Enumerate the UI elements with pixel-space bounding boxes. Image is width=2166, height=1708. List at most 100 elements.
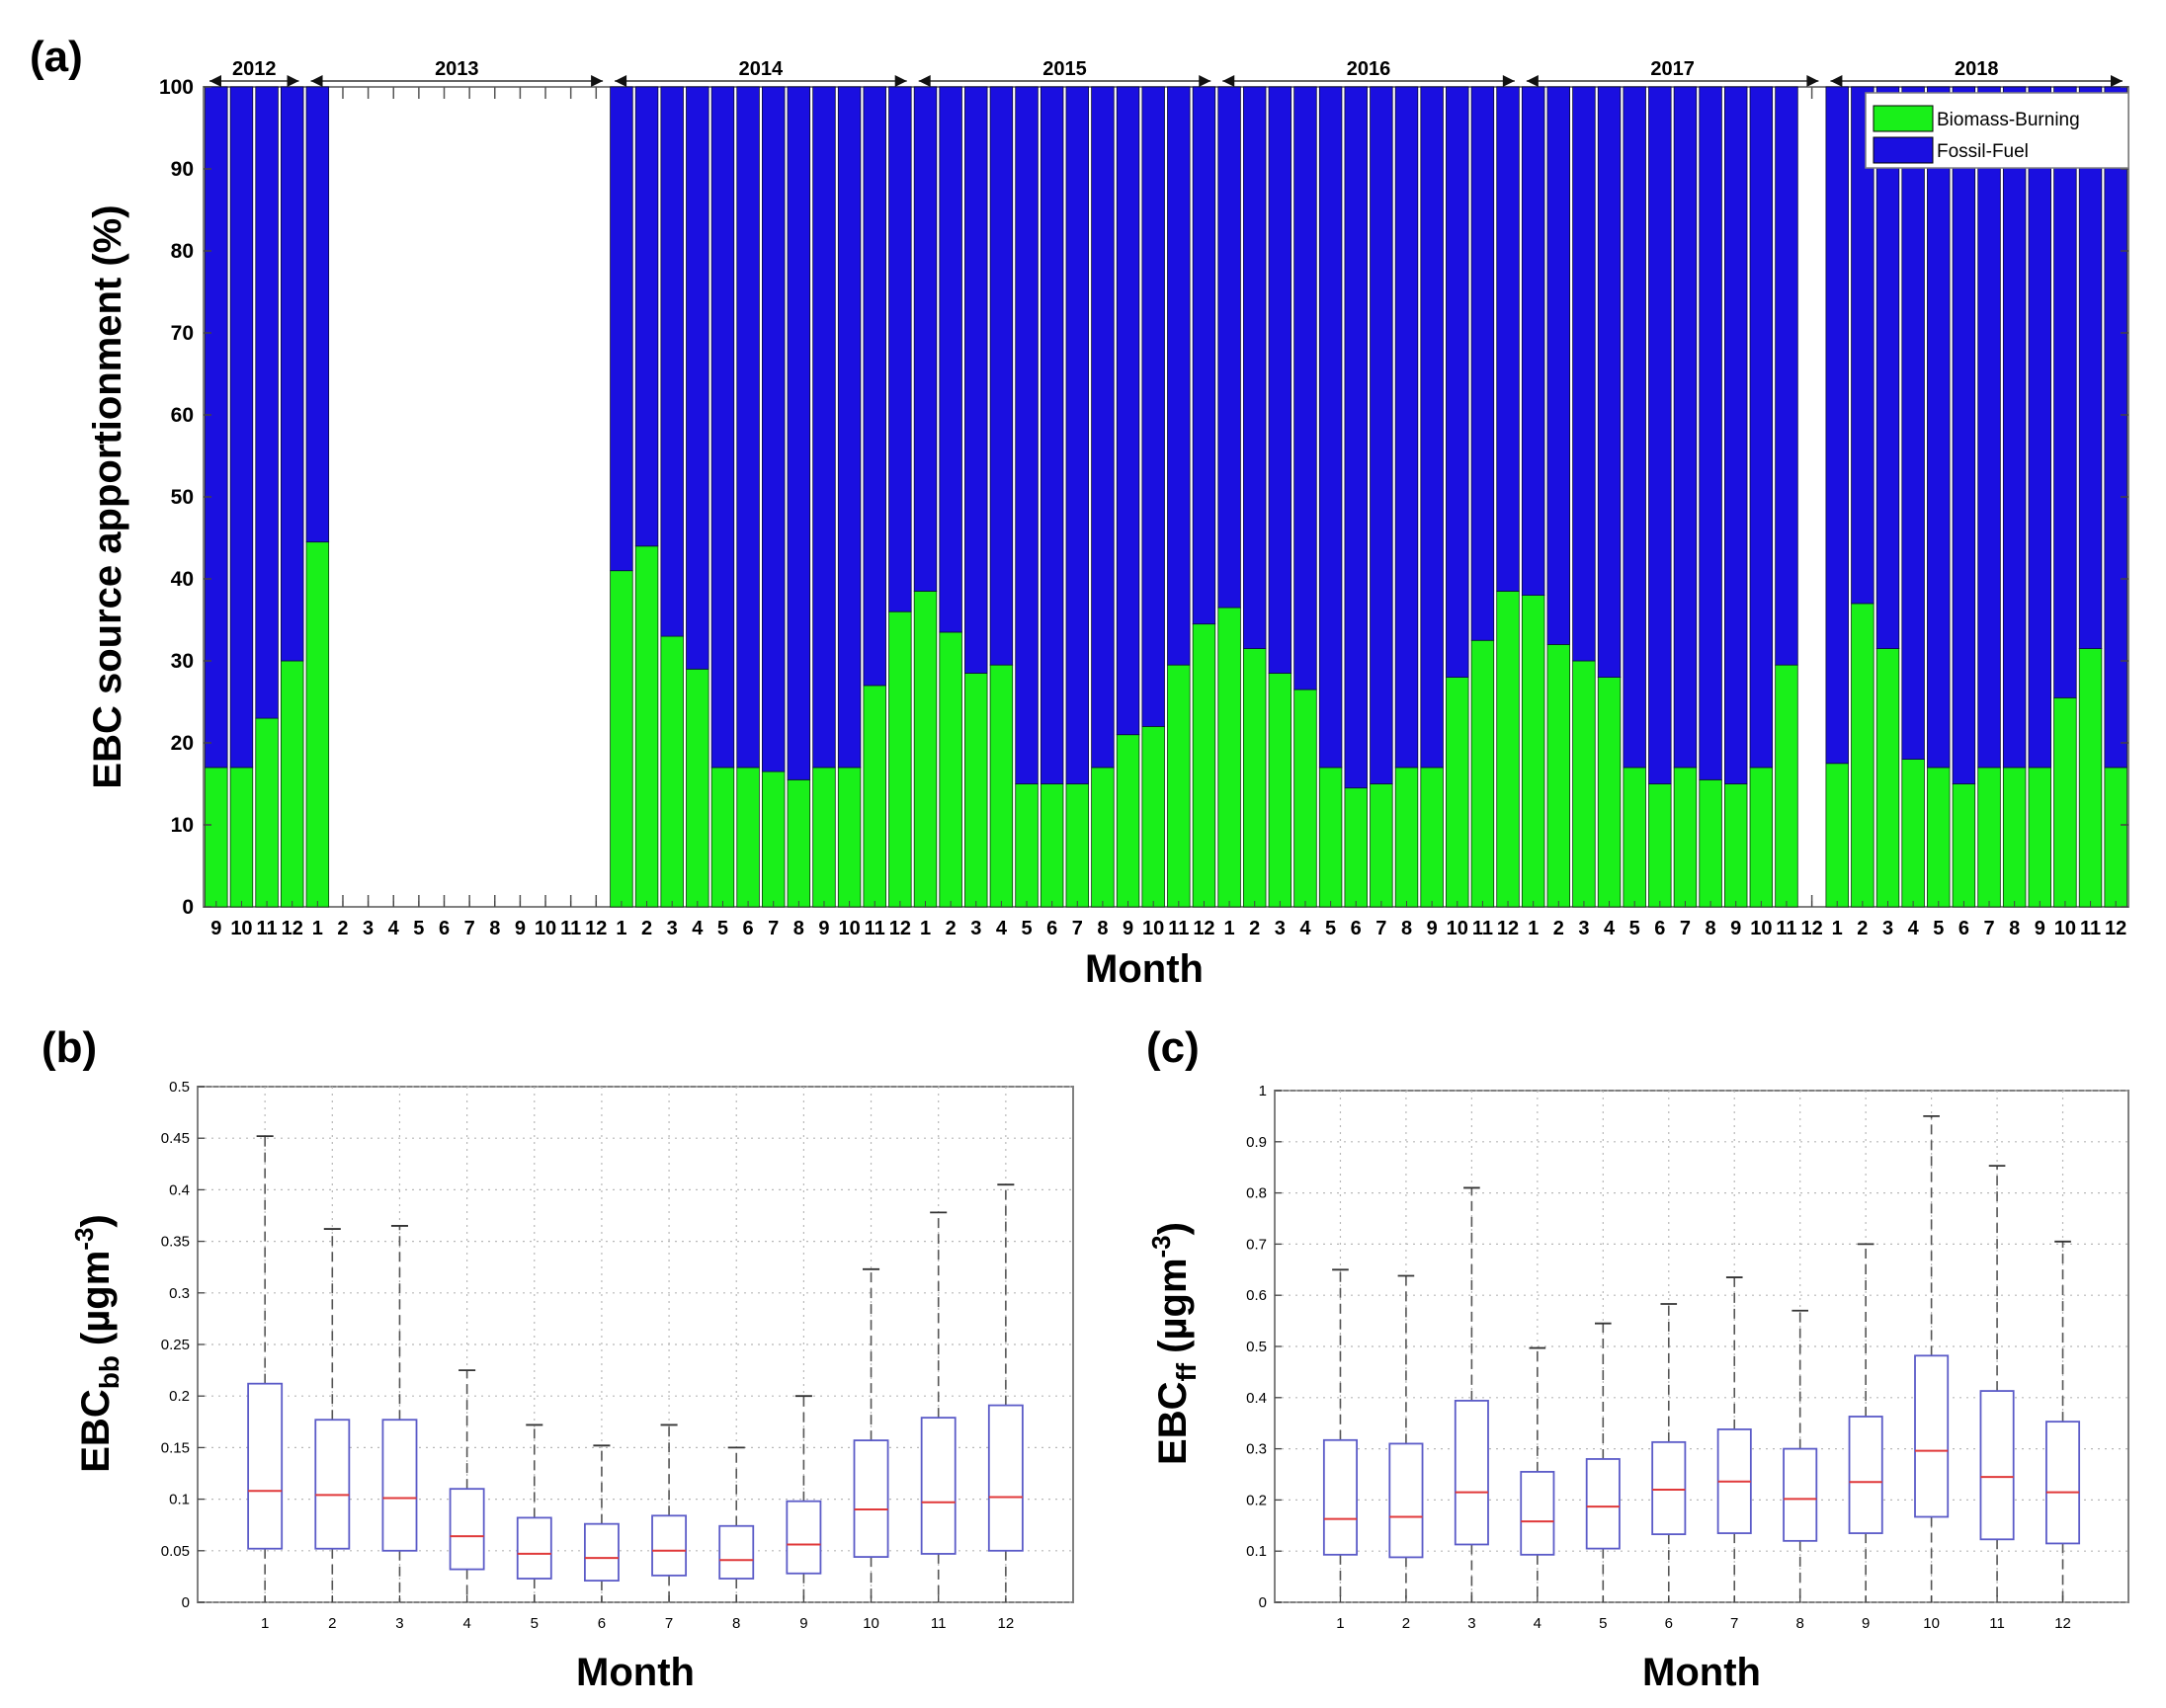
box-iqr [651, 1514, 688, 1577]
x-tick-label: 5 [717, 918, 728, 939]
bar-fossil [660, 86, 684, 637]
x-tick-label: 12 [2054, 1615, 2071, 1632]
bar-biomass [1749, 767, 1774, 908]
box-iqr [987, 1404, 1024, 1552]
bar-fossil [2078, 86, 2103, 649]
box-iqr [1388, 1442, 1424, 1559]
x-tick-label: 6 [743, 918, 754, 939]
x-tick-label: 3 [1578, 918, 1589, 939]
x-tick-label: 1 [1528, 918, 1539, 939]
bar-biomass [686, 668, 709, 908]
legend: Biomass-Burning Fossil-Fuel [1865, 92, 2129, 169]
bar-fossil [710, 86, 735, 769]
bar-biomass [2104, 767, 2127, 908]
x-tick-label: 7 [1375, 918, 1386, 939]
x-tick-label: 7 [665, 1615, 673, 1632]
bar-biomass [837, 767, 862, 908]
bar-biomass [634, 545, 659, 908]
x-tick-label: 11 [257, 918, 278, 939]
x-tick-label: 4 [1908, 918, 1920, 939]
y-label-unit-c: (µgm [1151, 1258, 1195, 1352]
bar-fossil [1420, 86, 1444, 769]
box-iqr [718, 1524, 755, 1580]
bar-biomass [1977, 767, 2001, 908]
x-tick-label: 1 [920, 918, 931, 939]
bar-biomass [1699, 778, 1722, 908]
bar-biomass [1572, 660, 1596, 908]
x-axis-ticks-b: 1 2 3 4 5 6 7 8 9 10 11 12 [261, 1595, 1014, 1632]
x-tick-label: 2 [1553, 918, 1564, 939]
x-tick-label: 1 [261, 1615, 269, 1632]
x-tick-label: 12 [1497, 918, 1519, 939]
bar-biomass [1293, 689, 1317, 908]
bar-biomass [939, 631, 962, 908]
x-tick-label: 6 [1046, 918, 1057, 939]
x-tick-label: 3 [395, 1615, 403, 1632]
x-tick-label: 11 [560, 918, 581, 939]
bar-biomass [1952, 783, 1976, 908]
bar-biomass [2053, 696, 2077, 908]
box-iqr [1979, 1390, 2015, 1541]
bar-biomass [1673, 767, 1698, 908]
x-tick-label: 2 [641, 918, 652, 939]
x-tick-label: 9 [1862, 1615, 1870, 1632]
bar-biomass [1420, 767, 1444, 908]
legend-label-biomass: Biomass-Burning [1937, 110, 2080, 130]
bar-fossil [1242, 86, 1267, 649]
y-axis-ticks: 0 10 20 30 40 50 60 70 80 90 100 [159, 76, 2128, 919]
x-tick-label: 3 [1275, 918, 1286, 939]
x-tick-label: 1 [1336, 1615, 1344, 1632]
y-tick-label: 20 [171, 732, 194, 755]
x-tick-label: 4 [462, 1615, 470, 1632]
legend-label-fossil: Fossil-Fuel [1937, 141, 2029, 162]
bar-fossil [913, 86, 938, 592]
x-tick-label: 3 [1882, 918, 1893, 939]
bar-fossil [205, 86, 228, 769]
bar-fossil [1546, 86, 1571, 645]
bar-fossil [1699, 86, 1722, 780]
box-iqr [381, 1419, 418, 1552]
x-tick-label: 12 [889, 918, 911, 939]
x-tick-label: 2 [1402, 1615, 1410, 1632]
x-tick-label: 9 [1730, 918, 1741, 939]
y-tick-label: 60 [171, 404, 194, 427]
x-tick-label: 2 [328, 1615, 336, 1632]
bar-fossil [1977, 86, 2001, 769]
x-axis-ticks-c: 1 2 3 4 5 6 7 8 9 10 11 12 [1336, 1595, 2071, 1632]
bar-biomass [1141, 726, 1165, 908]
bar-fossil [1825, 86, 1849, 765]
bar-fossil [1268, 86, 1292, 674]
x-tick-label: 8 [2009, 918, 2020, 939]
year-span-arrow-right [1199, 75, 1211, 87]
y-tick-label: 0 [1259, 1594, 1267, 1611]
bar-fossil [229, 86, 254, 769]
bar-biomass [1268, 673, 1292, 908]
y-tick-label: 0.3 [169, 1285, 190, 1302]
x-tick-label: 8 [489, 918, 500, 939]
box-iqr [1520, 1471, 1555, 1556]
x-tick-label: 4 [388, 918, 400, 939]
y-tick-label: 0.7 [1246, 1236, 1267, 1253]
bar-biomass [1318, 767, 1343, 908]
x-tick-label: 4 [1534, 1615, 1541, 1632]
y-tick-label: 0.35 [161, 1234, 190, 1251]
bar-fossil [1446, 86, 1469, 678]
x-tick-label: 1 [1224, 918, 1235, 939]
x-tick-label: 12 [998, 1615, 1015, 1632]
bar-biomass [1597, 677, 1622, 908]
bar-biomass [1723, 783, 1748, 908]
box-iqr [1585, 1458, 1621, 1550]
year-span-arrow-right [287, 75, 299, 87]
year-label: 2017 [1650, 58, 1695, 80]
x-tick-label: 10 [838, 918, 860, 939]
panel-a-label: (a) [30, 33, 83, 81]
bar-fossil [1496, 86, 1520, 592]
bar-fossil [989, 86, 1014, 666]
bar-biomass [1775, 664, 1798, 908]
box-iqr [449, 1488, 485, 1571]
y-tick-label: 80 [171, 240, 194, 263]
bar-fossil [1851, 86, 1874, 605]
y-tick-label: 0.6 [1246, 1287, 1267, 1304]
